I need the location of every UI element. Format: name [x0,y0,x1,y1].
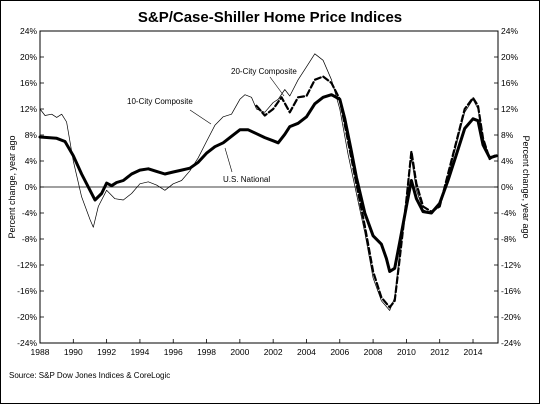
y-tick-label-right: -16% [501,286,521,296]
x-tick-label: 1996 [164,347,183,357]
annotation-us-national-leader [224,147,233,173]
chart-title: S&P/Case-Shiller Home Price Indices [138,9,402,26]
x-ticks: 1988 1990 1992 1994 1996 1998 2000 2002 2004 2006… [31,339,483,357]
y-tick-label-left: 12% [20,104,37,114]
x-tick-label: 2000 [230,347,249,357]
y-tick-label-left: -4% [22,208,38,218]
x-tick-label: 1992 [97,347,116,357]
y-tick-label-right: 20% [501,52,518,62]
x-tick-label: 1998 [197,347,216,357]
x-tick-label: 2012 [430,347,449,357]
x-tick-label: 2002 [264,347,283,357]
y-tick-label-left: 20% [20,52,37,62]
x-tick-label: 1990 [64,347,83,357]
y-tick-label-left: -20% [17,312,37,322]
x-tick-label: 2006 [330,347,349,357]
y-tick-label-left: 0% [25,182,38,192]
y-tick-label-left: -24% [17,338,37,348]
x-tick-label: 2008 [364,347,383,357]
y-tick-label-right: -20% [501,312,521,322]
y-tick-label-right: -8% [501,234,517,244]
series-line-20-city-composite [255,75,498,309]
y-tick-label-left: -12% [17,260,37,270]
y-tick-label-left: 4% [25,156,38,166]
y-ticks-right: 24% 20% 16% 12% 8% 4% 0% -4% -8% -12% -16% -20% -24% [494,26,521,348]
x-tick-label: 2004 [297,347,316,357]
y-tick-label-left: -8% [22,234,38,244]
y-tick-label-right: -4% [501,208,517,218]
x-tick-label: 2010 [397,347,416,357]
y-tick-label-right: 0% [501,182,514,192]
y-axis-label-left: Percent change, year ago [7,135,17,238]
y-tick-label-right: 16% [501,78,518,88]
annotation-10-city: 10-City Composite [127,97,193,106]
y-tick-label-left: -16% [17,286,37,296]
y-tick-label-right: 4% [501,156,514,166]
y-tick-label-right: 24% [501,26,518,36]
x-tick-label: 2014 [464,347,483,357]
x-tick-label: 1988 [31,347,50,357]
y-tick-label-right: -12% [501,260,521,270]
y-tick-label-left: 16% [20,78,37,88]
y-ticks-left: 24% 20% 16% 12% 8% 4% 0% -4% -8% -12% -16% -20% -24% [17,26,44,348]
y-tick-label-left: 8% [25,130,38,140]
annotation-20-city-leader [269,76,285,97]
series-line-u-s-national [38,93,498,273]
y-tick-label-right: 8% [501,130,514,140]
source-note: Source: S&P Dow Jones Indices & CoreLogi… [9,371,170,380]
annotation-10-city-leader [189,109,212,125]
series-layer [38,53,498,311]
y-tick-label-left: 24% [20,26,37,36]
x-tick-label: 1994 [130,347,149,357]
y-tick-label-right: 12% [501,104,518,114]
annotation-20-city: 20-City Composite [231,67,297,76]
annotation-us-national: U.S. National [223,175,270,184]
y-tick-label-right: -24% [501,338,521,348]
y-axis-label-right: Percent change, year ago [521,135,531,238]
series-line-10-city-composite [39,53,497,311]
